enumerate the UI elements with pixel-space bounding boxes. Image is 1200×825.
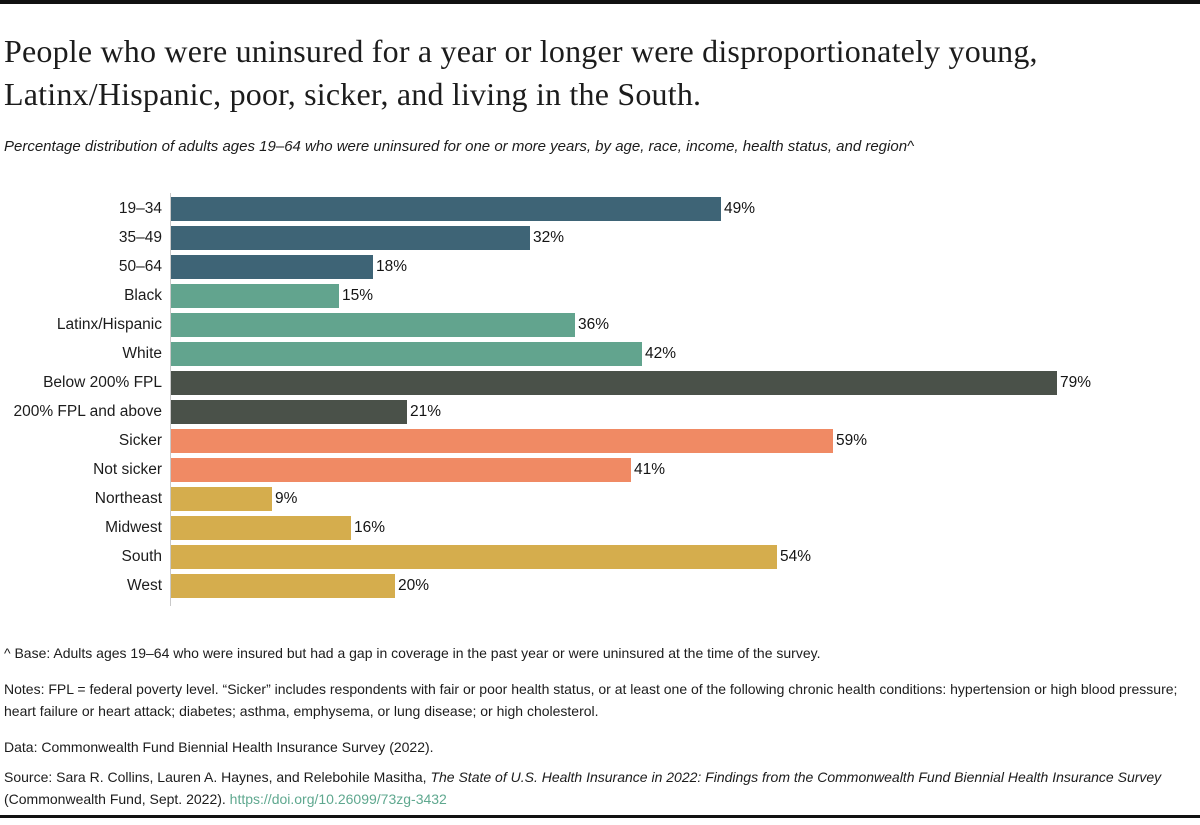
chart-rows: 19–34 49% 35–49 32% 50–64 18% Black 15% … [4, 197, 1180, 598]
notes-note: Notes: FPL = federal poverty level. “Sic… [4, 681, 1178, 719]
bar-value-label: 21% [410, 403, 442, 420]
bar-row: South 54% [4, 545, 1180, 569]
bar [171, 429, 833, 453]
bar-row-label: 19–34 [118, 200, 162, 217]
bar-value-label: 15% [342, 287, 374, 304]
bar [171, 545, 777, 569]
bottom-rule [0, 815, 1200, 818]
bar-value-label: 9% [275, 490, 298, 507]
bar-row: West 20% [4, 574, 1180, 598]
bar-value-label: 16% [354, 519, 386, 536]
bar-row: White 42% [4, 342, 1180, 366]
bar [171, 255, 373, 279]
bar-row-label: Sicker [118, 432, 162, 449]
bar-row: Northeast 9% [4, 487, 1180, 511]
doi-link[interactable]: https://doi.org/10.26099/73zg-3432 [229, 791, 447, 807]
bar-row: 50–64 18% [4, 255, 1180, 279]
bar [171, 516, 351, 540]
bar-value-label: 49% [724, 200, 756, 217]
footnotes: ^ Base: Adults ages 19–64 who were insur… [4, 642, 1180, 810]
source-report-title: The State of U.S. Health Insurance in 20… [430, 769, 1162, 785]
bar-value-label: 41% [634, 461, 666, 478]
bar-row: 200% FPL and above 21% [4, 400, 1180, 424]
bar-row: Midwest 16% [4, 516, 1180, 540]
bar-value-label: 59% [836, 432, 868, 449]
bar-row-label: West [126, 577, 162, 594]
y-axis-line [170, 193, 171, 606]
bar-row-label: White [122, 345, 162, 362]
bar-row: Black 15% [4, 284, 1180, 308]
bar-row-label: 50–64 [118, 258, 162, 275]
bar-row: Sicker 59% [4, 429, 1180, 453]
top-rule [0, 0, 1200, 4]
bar [171, 313, 575, 337]
bar-row: 19–34 49% [4, 197, 1180, 221]
source-suffix: (Commonwealth Fund, Sept. 2022). [4, 791, 230, 807]
bar-value-label: 36% [578, 316, 610, 333]
bar-row: Below 200% FPL 79% [4, 371, 1180, 395]
source-prefix: Source: Sara R. Collins, Lauren A. Hayne… [4, 769, 431, 785]
bar [171, 400, 407, 424]
bar-row-label: Black [124, 287, 162, 304]
bar [171, 197, 721, 221]
bar-row-label: Latinx/Hispanic [56, 316, 162, 333]
bar-row-label: South [121, 548, 162, 565]
page-title: People who were uninsured for a year or … [4, 33, 1038, 112]
bar-row: 35–49 32% [4, 226, 1180, 250]
bar-row: Not sicker 41% [4, 458, 1180, 482]
bar [171, 226, 530, 250]
bar-chart: 19–34 49% 35–49 32% 50–64 18% Black 15% … [4, 193, 1180, 606]
base-note: ^ Base: Adults ages 19–64 who were insur… [4, 645, 821, 661]
data-note: Data: Commonwealth Fund Biennial Health … [4, 739, 434, 755]
bar-value-label: 79% [1060, 374, 1092, 391]
bar [171, 371, 1057, 395]
bar-value-label: 42% [645, 345, 677, 362]
bar-row-label: 200% FPL and above [13, 403, 162, 420]
bar [171, 284, 339, 308]
bar-row: Latinx/Hispanic 36% [4, 313, 1180, 337]
bar-value-label: 18% [376, 258, 408, 275]
bar [171, 487, 272, 511]
bar-row-label: Midwest [105, 519, 162, 536]
bar-row-label: Not sicker [93, 461, 162, 478]
bar-row-label: 35–49 [118, 229, 162, 246]
bar-value-label: 20% [398, 577, 430, 594]
bar-row-label: Northeast [94, 490, 162, 507]
bar-value-label: 32% [533, 229, 565, 246]
chart-subtitle: Percentage distribution of adults ages 1… [4, 138, 915, 155]
bar [171, 574, 395, 598]
source-note: Source: Sara R. Collins, Lauren A. Hayne… [4, 766, 1180, 810]
bar [171, 342, 642, 366]
bar-row-label: Below 200% FPL [43, 374, 162, 391]
bar-value-label: 54% [780, 548, 812, 565]
bar [171, 458, 631, 482]
